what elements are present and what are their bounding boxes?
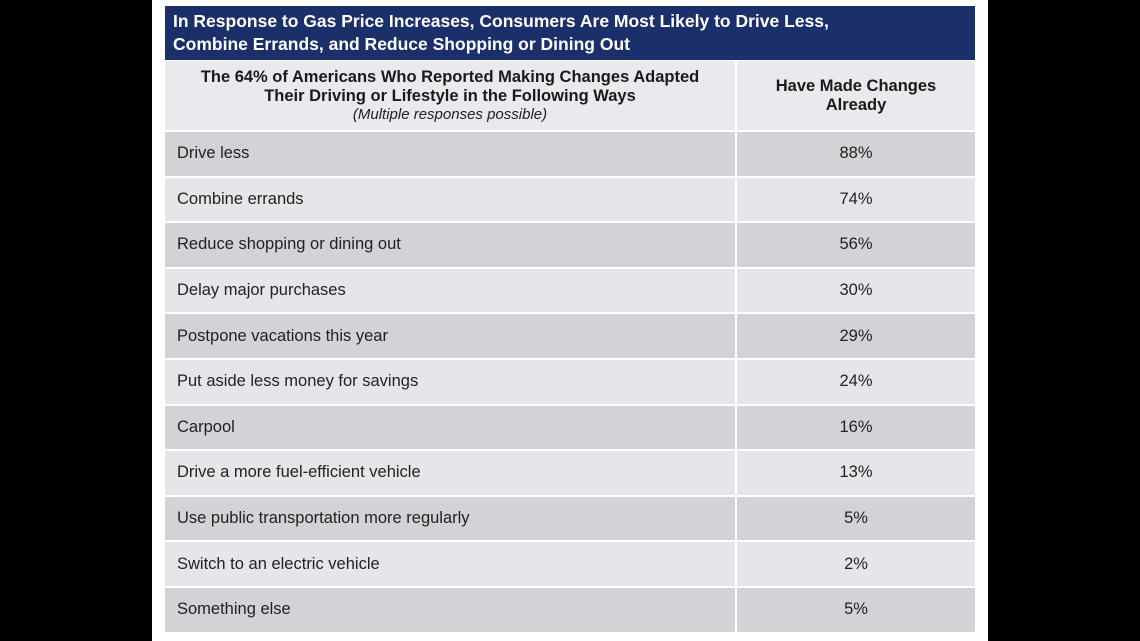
- table-row: Drive a more fuel-efficient vehicle 13%: [165, 449, 975, 496]
- row-label: Combine errands: [165, 175, 737, 223]
- row-label: Use public transportation more regularly: [165, 494, 737, 542]
- table-row: Drive less 88%: [165, 130, 975, 177]
- table-row: Something else 5%: [165, 585, 975, 632]
- row-label: Reduce shopping or dining out: [165, 221, 737, 268]
- table-title-line: In Response to Gas Price Increases, Cons…: [173, 11, 829, 31]
- row-label: Postpone vacations this year: [165, 312, 737, 359]
- survey-table: The 64% of Americans Who Reported Making…: [165, 61, 975, 632]
- row-label: Drive a more fuel-efficient vehicle: [165, 449, 737, 496]
- row-label: Delay major purchases: [165, 266, 737, 314]
- table-row: Carpool 16%: [165, 403, 975, 451]
- header-responses-line: The 64% of Americans Who Reported Making…: [200, 67, 700, 86]
- row-value: 74%: [736, 175, 975, 223]
- table-title: In Response to Gas Price Increases, Cons…: [165, 6, 975, 60]
- table-row: Postpone vacations this year 29%: [165, 312, 975, 359]
- header-note: (Multiple responses possible): [352, 105, 548, 123]
- row-value: 5%: [736, 585, 975, 632]
- row-value: 88%: [736, 130, 975, 177]
- row-value: 13%: [736, 449, 975, 496]
- row-value: 56%: [736, 221, 975, 268]
- header-changes-line: Have Made Changes: [775, 76, 937, 95]
- row-label: Switch to an electric vehicle: [165, 540, 737, 587]
- table-row: Put aside less money for savings 24%: [165, 357, 975, 405]
- row-value: 24%: [736, 357, 975, 405]
- table-title-line: Combine Errands, and Reduce Shopping or …: [173, 34, 630, 54]
- row-label: Put aside less money for savings: [165, 357, 737, 405]
- header-changes-already: Have Made Changes Already: [736, 61, 975, 131]
- table-body: Drive less 88% Combine errands 74% Reduce sh…: [165, 130, 975, 632]
- row-value: 29%: [736, 312, 975, 359]
- table-row: Delay major purchases 30%: [165, 266, 975, 314]
- header-responses-line: Their Driving or Lifestyle in the Follow…: [264, 86, 636, 105]
- header-row: The 64% of Americans Who Reported Making…: [165, 61, 975, 131]
- row-label: Something else: [165, 585, 737, 632]
- header-responses: The 64% of Americans Who Reported Making…: [165, 61, 737, 131]
- row-label: Carpool: [165, 403, 737, 451]
- row-value: 30%: [736, 266, 975, 314]
- table-row: Switch to an electric vehicle 2%: [165, 540, 975, 587]
- table-row: Combine errands 74%: [165, 175, 975, 223]
- row-label: Drive less: [165, 130, 737, 177]
- table-row: Reduce shopping or dining out 56%: [165, 221, 975, 268]
- header-changes-line: Already: [825, 95, 887, 114]
- row-value: 16%: [736, 403, 975, 451]
- row-value: 2%: [736, 540, 975, 587]
- row-value: 5%: [736, 494, 975, 542]
- table-row: Use public transportation more regularly…: [165, 494, 975, 542]
